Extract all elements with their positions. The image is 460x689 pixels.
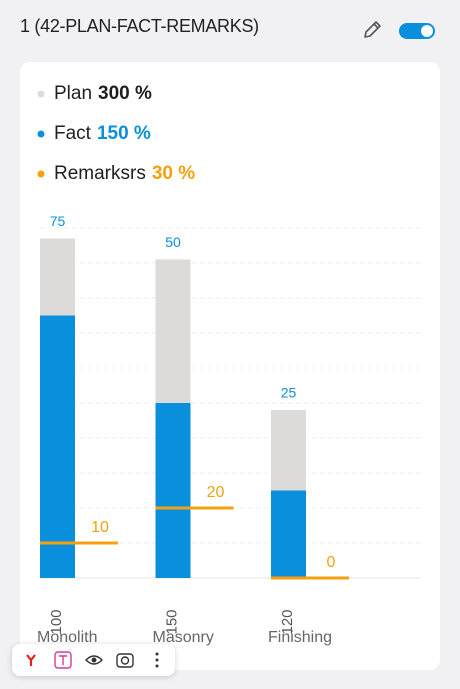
x-sublabel: 120 xyxy=(279,609,296,634)
camera-icon[interactable] xyxy=(116,653,134,668)
toolbar xyxy=(12,644,175,676)
translate-icon[interactable] xyxy=(54,651,72,669)
toolbar-icons xyxy=(26,651,159,669)
legend-label: Fact 150 % xyxy=(54,123,151,144)
legend-total: 30 % xyxy=(152,163,195,184)
fact-bar xyxy=(155,403,191,578)
remark-label: 10 xyxy=(91,519,109,536)
x-tick-label: Finishing xyxy=(268,629,332,646)
fact-label: 50 xyxy=(165,234,181,250)
fact-label: 75 xyxy=(50,213,66,229)
eye-icon[interactable] xyxy=(85,655,103,665)
more-icon[interactable] xyxy=(155,652,159,656)
remark-label: 0 xyxy=(327,554,336,571)
legend-dot xyxy=(37,130,45,138)
legend-total: 150 % xyxy=(97,123,151,144)
legend-dot xyxy=(37,90,45,98)
legend-label: Plan 300 % xyxy=(54,83,152,104)
legend-name: Plan xyxy=(54,83,92,104)
toggle[interactable] xyxy=(398,20,438,42)
legend-dot xyxy=(37,170,45,178)
fact-label: 25 xyxy=(281,385,297,401)
x-tick-label: Masonry xyxy=(153,629,214,646)
x-sublabel: 100 xyxy=(48,609,65,634)
legend-name: Fact xyxy=(54,123,92,144)
remark-label: 20 xyxy=(207,484,225,501)
fact-bar xyxy=(271,490,306,578)
card: Plan 300 % Fact 150 % Remarksrs 30 % 75 10 100 Mo… xyxy=(20,62,440,670)
legend-name: Remarksrs xyxy=(54,163,146,184)
logo-icon[interactable] xyxy=(26,654,36,666)
edit-icon[interactable] xyxy=(360,18,384,42)
widget-title: 1 (42-PLAN-FACT-REMARKS) xyxy=(20,16,259,36)
x-tick-label: Monolith xyxy=(37,629,97,646)
legend-total: 300 % xyxy=(98,83,152,104)
x-sublabel: 150 xyxy=(163,609,180,634)
chart: Plan 300 % Fact 150 % Remarksrs 30 % 75 10 100Mo… xyxy=(37,83,420,646)
legend-label: Remarksrs 30 % xyxy=(54,163,195,184)
fact-bar xyxy=(40,315,75,578)
